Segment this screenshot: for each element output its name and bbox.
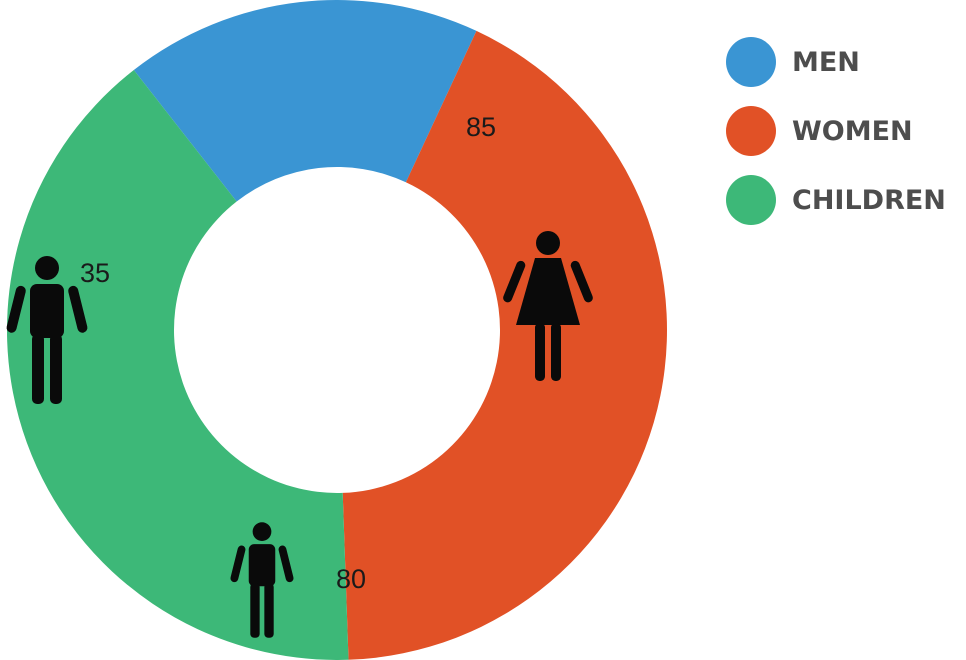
data-label-men: 35	[80, 258, 110, 288]
legend-label-children: CHILDREN	[792, 184, 946, 216]
man-icon	[6, 256, 88, 404]
legend-swatch-children	[726, 175, 776, 225]
slice-children	[7, 69, 349, 660]
legend-item-children: CHILDREN	[726, 174, 946, 226]
legend-item-women: WOMEN	[726, 105, 946, 157]
legend-label-men: MEN	[792, 46, 860, 78]
slice-icons	[6, 231, 593, 638]
donut-slices	[7, 0, 667, 660]
slice-men	[133, 0, 477, 202]
legend-label-women: WOMEN	[792, 115, 913, 147]
legend-item-men: MEN	[726, 36, 946, 88]
data-label-women: 85	[466, 112, 496, 142]
data-labels: 35 85 80	[80, 112, 496, 594]
child-icon	[230, 522, 294, 638]
woman-icon	[503, 231, 593, 381]
slice-women	[342, 30, 667, 660]
legend: MEN WOMEN CHILDREN	[726, 36, 946, 243]
legend-swatch-men	[726, 37, 776, 87]
data-label-children: 80	[336, 564, 366, 594]
legend-swatch-women	[726, 106, 776, 156]
